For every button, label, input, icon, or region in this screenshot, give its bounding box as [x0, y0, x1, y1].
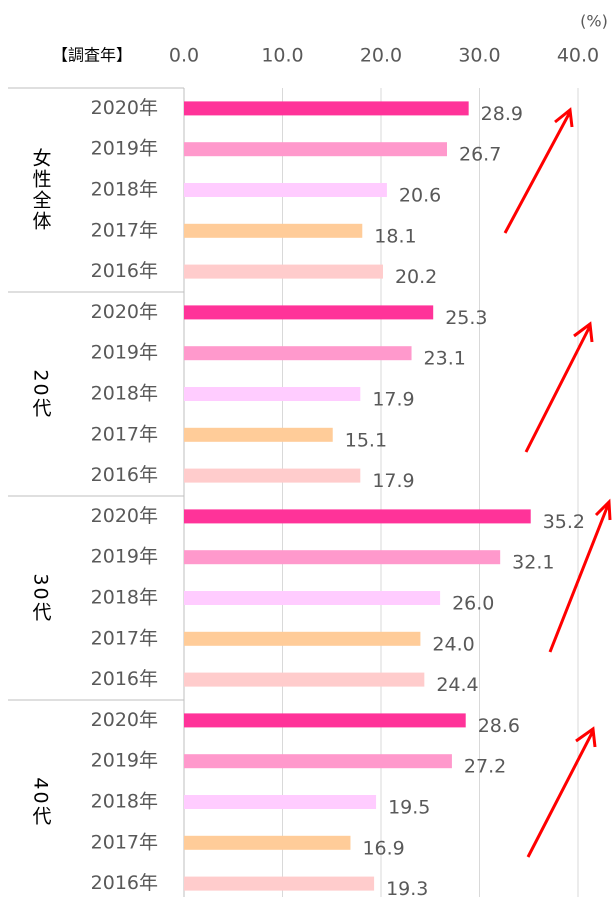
year-label: 2017年	[91, 423, 158, 445]
value-label: 24.0	[432, 633, 474, 655]
value-label: 20.2	[395, 266, 437, 288]
year-label: 2019年	[91, 750, 158, 772]
x-tick-label: 20.0	[360, 45, 402, 67]
bar	[184, 305, 434, 320]
group-label: 30代	[29, 573, 52, 623]
value-label: 19.3	[386, 878, 428, 897]
bar	[184, 346, 412, 361]
arrow	[526, 726, 597, 858]
value-label: 20.6	[399, 185, 441, 207]
year-label: 2018年	[91, 791, 158, 813]
year-label: 2019年	[91, 342, 158, 364]
value-label: 28.9	[481, 103, 523, 125]
year-label: 2017年	[91, 627, 158, 649]
value-label: 28.6	[478, 715, 520, 737]
value-label: 18.1	[374, 225, 416, 247]
bar	[184, 795, 377, 809]
year-label: 2019年	[91, 138, 158, 160]
category-header: 【調査年】	[52, 46, 132, 65]
bar	[184, 101, 469, 116]
value-label: 26.0	[452, 593, 494, 615]
bar	[184, 427, 333, 442]
year-label: 2020年	[91, 709, 158, 731]
value-label: 19.5	[388, 797, 430, 819]
value-label: 15.1	[345, 429, 387, 451]
bar	[184, 142, 447, 157]
bar	[184, 672, 425, 687]
trend-arrows	[503, 107, 612, 858]
x-tick-label: 10.0	[261, 45, 303, 67]
unit-label: (%)	[580, 12, 608, 31]
x-tick-label: 30.0	[458, 45, 500, 67]
arrow	[548, 498, 612, 653]
bar	[184, 876, 375, 891]
year-label: 2019年	[91, 546, 158, 568]
bar	[184, 754, 452, 769]
year-label: 2016年	[91, 464, 158, 486]
year-label: 2020年	[91, 505, 158, 527]
bar	[184, 713, 466, 728]
bar	[184, 591, 441, 605]
year-label: 2018年	[91, 383, 158, 405]
group-label: 20代	[29, 369, 52, 419]
year-label: 2020年	[91, 301, 158, 323]
bar	[184, 183, 387, 197]
year-label: 2020年	[91, 97, 158, 119]
bar	[184, 468, 361, 483]
bar	[184, 509, 531, 524]
year-label: 2016年	[91, 260, 158, 282]
year-label: 2017年	[91, 219, 158, 241]
value-label: 23.1	[424, 348, 466, 370]
bar	[184, 264, 383, 279]
bar	[184, 550, 501, 565]
value-label: 24.4	[436, 674, 478, 696]
value-label: 27.2	[464, 756, 506, 778]
year-label: 2018年	[91, 587, 158, 609]
bar	[184, 387, 361, 401]
arrow	[503, 107, 574, 234]
value-label: 32.1	[512, 552, 554, 574]
year-label: 2018年	[91, 179, 158, 201]
year-label: 2016年	[91, 872, 158, 894]
group-label: 40代	[29, 777, 52, 827]
value-label: 17.9	[372, 470, 414, 492]
x-tick-label: 0.0	[169, 45, 199, 67]
year-label: 2017年	[91, 831, 158, 853]
bar	[184, 223, 363, 238]
group-label: 女性全体	[29, 148, 52, 232]
bar	[184, 631, 421, 646]
value-label: 35.2	[543, 511, 585, 533]
value-label: 17.9	[372, 389, 414, 411]
value-label: 16.9	[362, 837, 404, 859]
x-tick-label: 40.0	[557, 45, 599, 67]
arrow	[524, 321, 594, 453]
year-label: 2016年	[91, 668, 158, 690]
bar	[184, 835, 351, 850]
value-label: 25.3	[445, 307, 487, 329]
value-label: 26.7	[459, 144, 501, 166]
